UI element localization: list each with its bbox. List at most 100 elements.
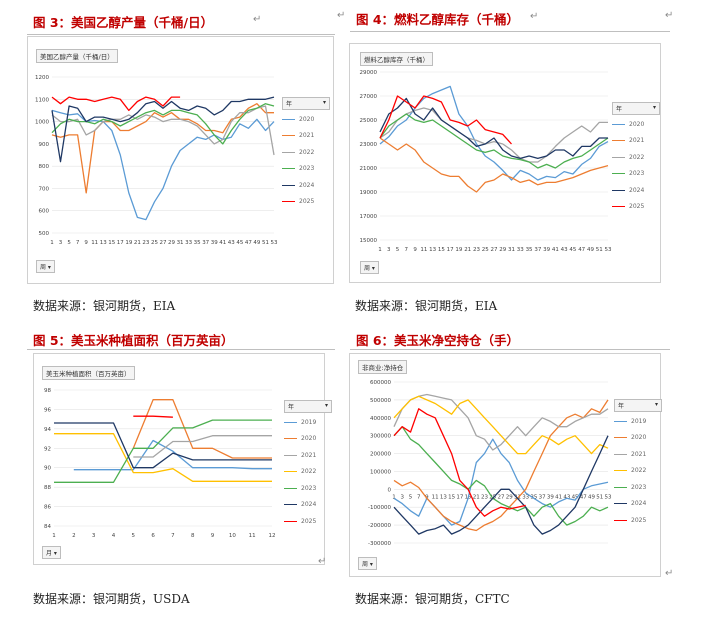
legend-swatch <box>612 189 625 191</box>
legend-label: 2025 <box>629 203 645 210</box>
y-tick-label: 27000 <box>360 94 378 100</box>
legend-label: 2024 <box>301 501 317 508</box>
y-tick-label: 25000 <box>360 118 378 124</box>
week-filter-button[interactable]: 周 ▾ <box>360 261 379 274</box>
legend-label: 2020 <box>299 115 315 123</box>
legend-item-2024: 2024 <box>284 501 332 509</box>
legend-label: 2023 <box>299 165 315 172</box>
x-tick-label: 6 <box>151 533 155 539</box>
series-line-2021 <box>51 103 274 194</box>
legend-swatch <box>282 168 295 169</box>
legend-label: 2025 <box>299 198 315 205</box>
x-tick-label: 1 <box>52 533 56 539</box>
legend-filter-button[interactable]: 年 ▾ <box>282 97 330 110</box>
legend-filter-button[interactable]: 年 ▾ <box>612 102 660 115</box>
x-tick-label: 15 <box>108 240 115 246</box>
week-filter-button[interactable]: 周 ▾ <box>36 260 55 273</box>
legend-swatch <box>614 437 627 438</box>
legend-label: 2024 <box>629 186 645 194</box>
legend-label: 2019 <box>631 417 647 425</box>
y-tick-label: 400000 <box>370 416 391 422</box>
x-tick-label: 17 <box>456 494 463 500</box>
x-tick-label: 25 <box>151 240 158 246</box>
legend-label: 2024 <box>299 181 315 189</box>
x-tick-label: 47 <box>578 247 585 253</box>
legend-swatch <box>612 140 625 141</box>
paragraph-mark-icon: ↵ <box>665 568 674 579</box>
legend: 年 ▾ 2019 2020 2021 2022 2023 2024 2025 <box>284 400 332 534</box>
y-tick-label: 0 <box>388 487 392 493</box>
legend-item-2020: 2020 <box>614 434 662 442</box>
x-tick-label: 43 <box>228 240 235 246</box>
legend-filter-button[interactable]: 年 ▾ <box>284 400 332 413</box>
legend-swatch <box>282 184 295 186</box>
series-line-2021 <box>133 435 272 458</box>
legend-item-2024: 2024 <box>282 181 330 189</box>
legend-swatch <box>614 453 627 455</box>
x-tick-label: 11 <box>432 494 439 500</box>
week-filter-button[interactable]: 周 ▾ <box>358 557 377 570</box>
paragraph-mark-icon: ↵ <box>318 556 327 567</box>
x-tick-label: 31 <box>508 247 515 253</box>
y-tick-label: 90 <box>44 466 51 472</box>
chart-title: 美国乙醇产量（千桶/日） <box>36 49 118 63</box>
legend: 年 ▾ 2020 2021 2022 2023 2024 2025 <box>612 102 660 219</box>
month-filter-button[interactable]: 月 ▾ <box>42 546 61 559</box>
series-line-2020 <box>51 109 275 221</box>
legend-item-2020: 2020 <box>284 435 332 443</box>
x-tick-label: 1 <box>392 494 396 500</box>
legend-item-2020: 2020 <box>282 115 330 123</box>
divider <box>27 349 335 350</box>
x-tick-label: 21 <box>473 494 480 500</box>
x-tick-label: 53 <box>605 247 612 253</box>
x-tick-label: 27 <box>491 247 498 253</box>
x-tick-label: 5 <box>67 240 71 246</box>
x-tick-label: 45 <box>236 240 243 246</box>
x-tick-label: 15 <box>448 494 455 500</box>
x-tick-label: 11 <box>249 533 256 539</box>
legend-filter-button[interactable]: 年 ▾ <box>614 399 662 412</box>
legend-label: 2022 <box>301 468 317 475</box>
panel-title: 图 6：美玉米净空持仓（手） <box>356 333 520 348</box>
x-tick-label: 7 <box>171 533 175 539</box>
y-tick-label: 1100 <box>35 97 49 103</box>
x-tick-label: 5 <box>396 247 400 253</box>
series-line-2025 <box>51 96 181 112</box>
y-tick-label: 800 <box>39 164 50 170</box>
chart-title: 燃料乙醇库存（千桶） <box>360 52 433 66</box>
x-tick-label: 17 <box>447 247 454 253</box>
x-tick-label: 8 <box>191 533 195 539</box>
x-tick-label: 35 <box>194 240 201 246</box>
series-line-2024 <box>379 97 608 160</box>
legend-item-2025: 2025 <box>284 517 332 525</box>
panel-title: 图 4：燃料乙醇库存（千桶） <box>356 12 520 27</box>
x-tick-label: 43 <box>561 247 568 253</box>
y-tick-label: 17000 <box>360 214 378 220</box>
series-line-2025 <box>133 415 173 418</box>
y-tick-label: 84 <box>44 524 51 530</box>
panel-title: 图 3：美国乙醇产量（千桶/日） <box>33 15 214 30</box>
x-tick-label: 29 <box>499 247 506 253</box>
x-tick-label: 19 <box>125 240 132 246</box>
legend-swatch <box>284 487 297 489</box>
legend-label: 2021 <box>301 451 317 459</box>
x-tick-label: 21 <box>464 247 471 253</box>
x-tick-label: 37 <box>539 494 546 500</box>
x-tick-label: 53 <box>605 494 612 500</box>
x-tick-label: 12 <box>269 533 276 539</box>
x-tick-label: 41 <box>552 247 559 253</box>
x-tick-label: 51 <box>596 247 603 253</box>
y-tick-label: 900 <box>39 142 50 148</box>
y-tick-label: 1000 <box>35 120 49 126</box>
x-tick-label: 43 <box>563 494 570 500</box>
legend-swatch <box>614 503 627 504</box>
legend-item-2024: 2024 <box>614 500 662 508</box>
x-tick-label: 5 <box>132 533 136 539</box>
legend-item-2022: 2022 <box>614 467 662 475</box>
x-tick-label: 11 <box>91 240 98 246</box>
legend-label: 2019 <box>301 418 317 426</box>
legend-item-2022: 2022 <box>284 468 332 476</box>
x-tick-label: 45 <box>569 247 576 253</box>
series-line-2024 <box>51 96 275 163</box>
